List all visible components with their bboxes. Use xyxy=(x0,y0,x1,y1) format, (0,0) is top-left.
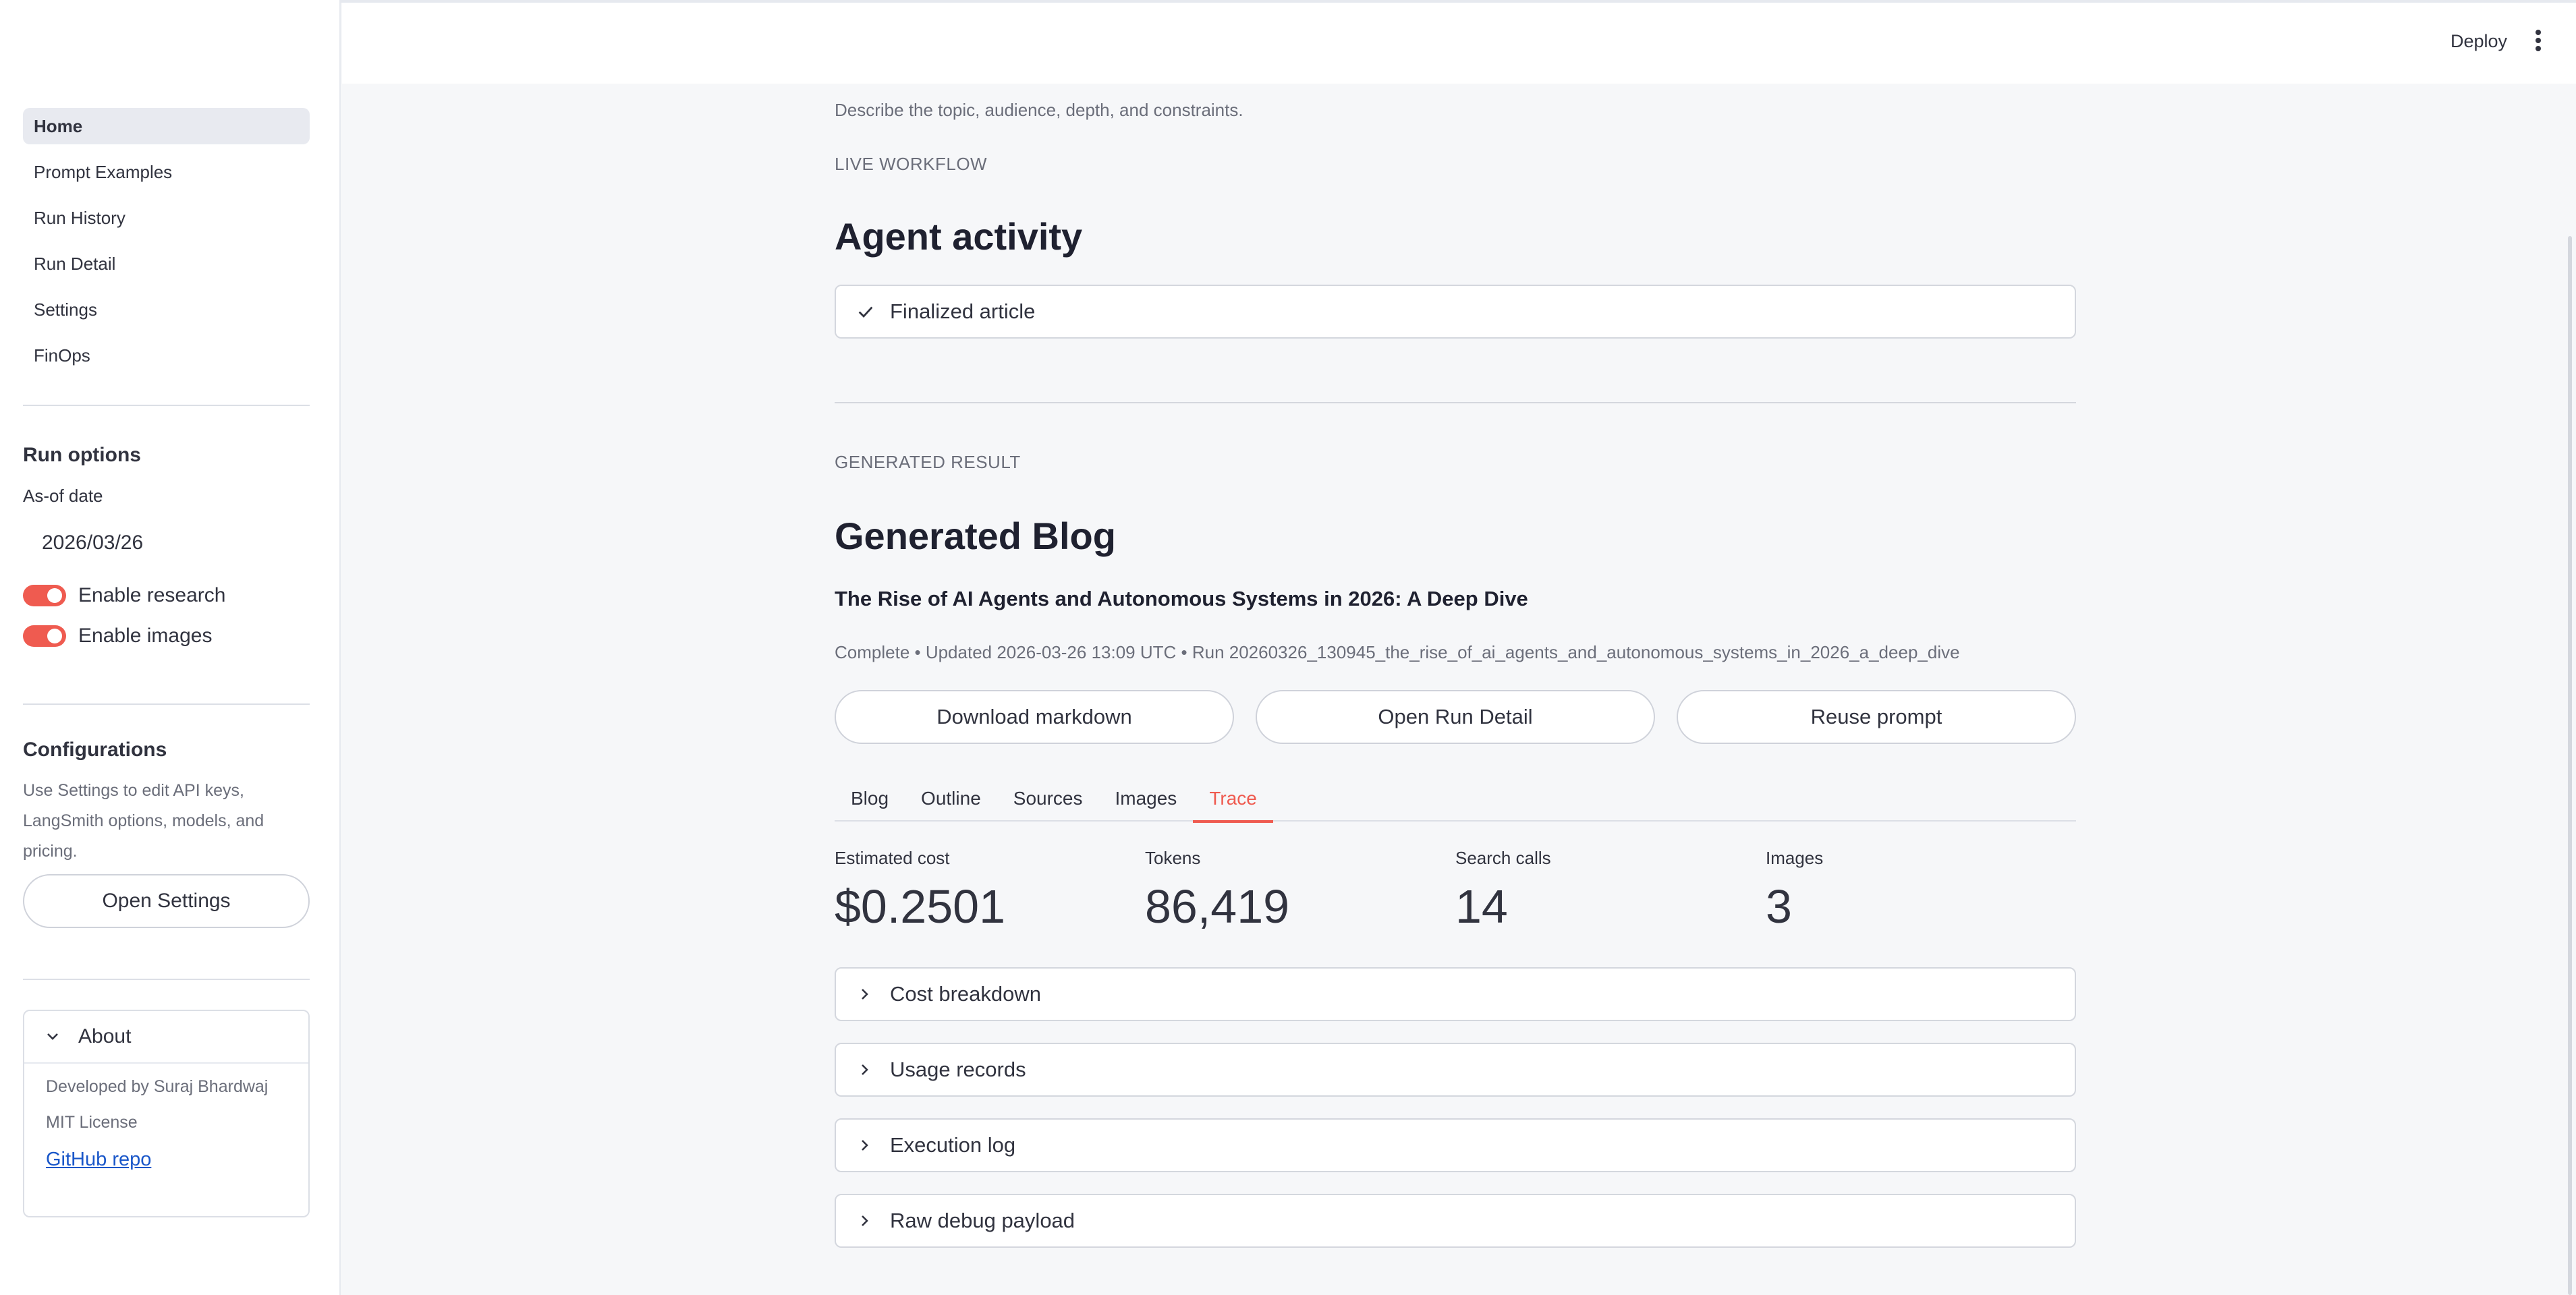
configurations-heading: Configurations xyxy=(23,739,167,761)
metric-label: Estimated cost xyxy=(835,848,950,868)
run-meta: Complete • Updated 2026-03-26 13:09 UTC … xyxy=(835,642,1960,662)
live-workflow-label: LIVE WORKFLOW xyxy=(835,154,988,174)
expander-label: Execution log xyxy=(890,1133,1016,1157)
sidebar-item-home[interactable]: Home xyxy=(23,108,310,144)
sidebar-divider xyxy=(23,703,310,705)
enable-images-label: Enable images xyxy=(78,625,213,647)
open-run-detail-button[interactable]: Open Run Detail xyxy=(1256,690,1655,744)
usage-records-expander[interactable]: Usage records xyxy=(835,1043,2076,1097)
as-of-date-input[interactable]: 2026/03/26 xyxy=(42,531,144,554)
intro-text: Describe the topic, audience, depth, and… xyxy=(835,100,1243,120)
metric-value: 3 xyxy=(1766,880,1792,933)
as-of-date-label: As-of date xyxy=(23,486,103,506)
main-menu-icon[interactable] xyxy=(2534,30,2542,53)
metric-value: 86,419 xyxy=(1145,880,1290,933)
tab-outline[interactable]: Outline xyxy=(921,788,981,809)
metric-images: Images 3 xyxy=(1766,848,2076,933)
metric-value: 14 xyxy=(1455,880,1508,933)
expander-label: Usage records xyxy=(890,1058,1026,1081)
tab-images[interactable]: Images xyxy=(1115,788,1177,809)
license-text: MIT License xyxy=(46,1113,138,1132)
open-settings-button[interactable]: Open Settings xyxy=(23,874,310,928)
enable-research-label: Enable research xyxy=(78,584,226,606)
tab-sources[interactable]: Sources xyxy=(1013,788,1083,809)
expander-label: Raw debug payload xyxy=(890,1209,1075,1232)
enable-images-toggle-row[interactable]: Enable images xyxy=(23,625,212,648)
enable-research-toggle[interactable] xyxy=(23,585,66,606)
about-expander: About Developed by Suraj Bhardwaj MIT Li… xyxy=(23,1010,310,1217)
deploy-button[interactable]: Deploy xyxy=(2451,31,2508,51)
chevron-right-icon xyxy=(862,1215,868,1226)
metric-value: $0.2501 xyxy=(835,880,1006,933)
chevron-right-icon xyxy=(862,989,868,1000)
chevron-down-icon xyxy=(47,1033,58,1040)
check-icon xyxy=(858,306,873,318)
raw-debug-payload-expander[interactable]: Raw debug payload xyxy=(835,1194,2076,1248)
sidebar-item-run-detail[interactable]: Run Detail xyxy=(34,253,116,274)
action-buttons: Download markdown Open Run Detail Reuse … xyxy=(835,690,2076,744)
configurations-help: Use Settings to edit API keys, LangSmith… xyxy=(23,781,264,861)
generated-result-label: GENERATED RESULT xyxy=(835,452,1021,472)
sidebar-item-run-history[interactable]: Run History xyxy=(34,207,125,228)
agent-activity-title: Agent activity xyxy=(835,215,1083,258)
developer-text: Developed by Suraj Bhardwaj xyxy=(46,1077,269,1096)
top-accent-line xyxy=(0,0,2576,3)
sidebar: Home Prompt Examples Run History Run Det… xyxy=(0,0,341,1295)
about-title: About xyxy=(78,1025,132,1047)
cost-breakdown-expander[interactable]: Cost breakdown xyxy=(835,967,2076,1021)
sidebar-divider xyxy=(23,405,310,406)
section-divider xyxy=(835,402,2076,403)
page-scrollbar[interactable] xyxy=(2568,236,2572,1295)
sidebar-item-settings[interactable]: Settings xyxy=(34,299,97,320)
app-header xyxy=(342,3,2576,84)
expander-label: Cost breakdown xyxy=(890,982,1042,1006)
enable-images-toggle[interactable] xyxy=(23,625,66,647)
chevron-right-icon xyxy=(862,1064,868,1075)
status-box[interactable]: Finalized article xyxy=(835,285,2076,339)
sidebar-item-finops[interactable]: FinOps xyxy=(34,345,90,366)
github-repo-link[interactable]: GitHub repo xyxy=(46,1149,152,1170)
result-tabs: Blog Outline Sources Images Trace xyxy=(835,776,2076,823)
run-options-heading: Run options xyxy=(23,444,141,466)
article-title: The Rise of AI Agents and Autonomous Sys… xyxy=(835,587,1528,610)
sidebar-item-prompt-examples[interactable]: Prompt Examples xyxy=(34,161,173,182)
generated-blog-title: Generated Blog xyxy=(835,515,1116,557)
metric-estimated-cost: Estimated cost $0.2501 xyxy=(835,848,1145,933)
about-expander-header[interactable]: About xyxy=(24,1011,308,1064)
status-text: Finalized article xyxy=(890,299,1036,323)
execution-log-expander[interactable]: Execution log xyxy=(835,1118,2076,1172)
metric-search-calls: Search calls 14 xyxy=(1455,848,1766,933)
sidebar-divider xyxy=(23,979,310,980)
sidebar-nav: Home Prompt Examples Run History Run Det… xyxy=(23,108,310,383)
reuse-prompt-button[interactable]: Reuse prompt xyxy=(1677,690,2076,744)
tab-trace[interactable]: Trace xyxy=(1193,776,1273,823)
metric-tokens: Tokens 86,419 xyxy=(1145,848,1455,933)
metric-label: Images xyxy=(1766,848,1824,868)
download-markdown-button[interactable]: Download markdown xyxy=(835,690,1234,744)
about-body: Developed by Suraj Bhardwaj MIT License … xyxy=(24,1064,308,1201)
metric-label: Tokens xyxy=(1145,848,1201,868)
metrics-row: Estimated cost $0.2501 Tokens 86,419 Sea… xyxy=(835,848,2076,933)
metric-label: Search calls xyxy=(1455,848,1551,868)
enable-research-toggle-row[interactable]: Enable research xyxy=(23,584,225,607)
chevron-right-icon xyxy=(862,1140,868,1151)
tab-blog[interactable]: Blog xyxy=(851,788,889,809)
